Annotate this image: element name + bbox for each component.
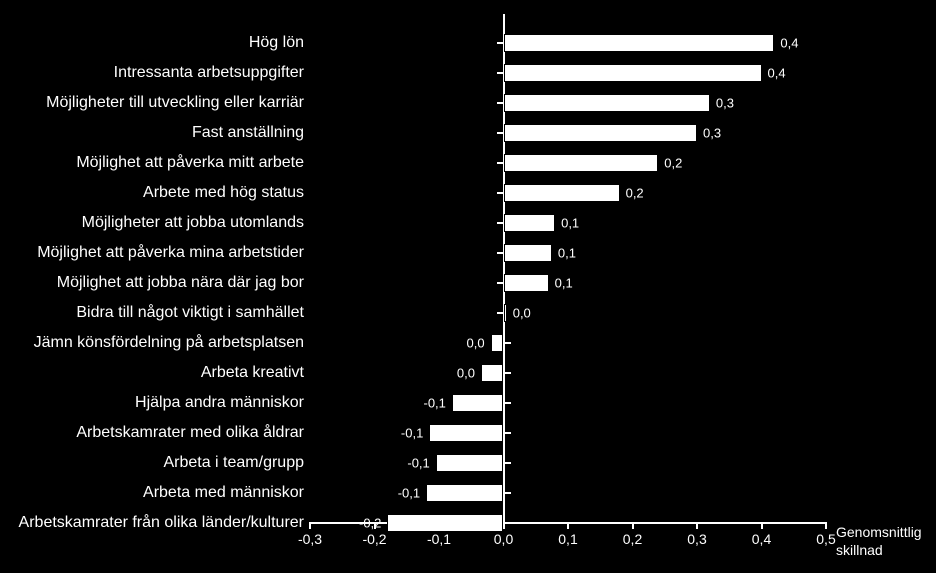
plot-area [310,14,826,522]
category-tick [504,492,511,494]
category-tick [497,282,504,284]
category-label: Arbetskamrater med olika åldrar [76,424,304,442]
value-label: -0,1 [407,456,429,471]
category-label: Arbeta med människor [143,484,304,502]
bar [504,304,507,322]
bar [504,94,710,112]
category-label: Intressanta arbetsuppgifter [114,64,304,82]
bar [504,274,549,292]
value-label: -0,2 [359,516,381,531]
bar [452,394,504,412]
x-tick-label: -0,1 [427,531,451,547]
zero-line [503,14,505,522]
bar [387,514,503,532]
category-tick [497,132,504,134]
category-label: Möjlighet att påverka mitt arbete [76,154,304,172]
x-tick [632,522,634,529]
x-axis-title-line1: Genomsnittlig [836,524,922,540]
category-label: Möjlighet att jobba nära där jag bor [57,274,304,292]
value-label: 0,2 [664,156,682,171]
x-tick-label: 0,4 [752,531,771,547]
bar [429,424,503,442]
bar [426,484,503,502]
x-tick [309,522,311,529]
category-label: Arbetskamrater från olika länder/kulture… [19,514,304,532]
bar [504,154,659,172]
value-label: -0,1 [401,426,423,441]
category-label: Bidra till något viktigt i samhället [76,304,304,322]
x-axis-title-line2: skillnad [836,542,883,558]
bar [504,124,698,142]
category-tick [497,72,504,74]
x-tick-label: 0,3 [687,531,706,547]
category-label: Fast anställning [192,124,304,142]
category-tick [497,252,504,254]
value-label: 0,1 [561,216,579,231]
category-tick [497,222,504,224]
category-label: Möjligheter att jobba utomlands [82,214,304,232]
bar [491,334,504,352]
value-label: -0,1 [424,396,446,411]
value-label: 0,1 [555,276,573,291]
x-tick [761,522,763,529]
category-tick [497,42,504,44]
bar [504,244,552,262]
x-tick-label: 0,2 [623,531,642,547]
bar [436,454,504,472]
value-label: 0,3 [716,96,734,111]
bar [504,34,775,52]
category-tick [504,522,511,524]
bar [481,364,504,382]
value-label: 0,4 [768,66,786,81]
value-label: 0,0 [457,366,475,381]
value-label: 0,2 [626,186,644,201]
value-label: 0,0 [467,336,485,351]
x-tick [825,522,827,529]
category-label: Möjligheter till utveckling eller karriä… [46,94,304,112]
value-label: -0,1 [398,486,420,501]
category-tick [504,462,511,464]
x-tick-label: -0,2 [362,531,386,547]
category-label: Arbeta kreativt [201,364,304,382]
category-label: Möjlighet att påverka mina arbetstider [37,244,304,262]
x-tick-label: 0,5 [816,531,835,547]
category-tick [497,102,504,104]
category-label: Arbete med hög status [143,184,304,202]
category-label: Arbeta i team/grupp [163,454,304,472]
diverging-bar-chart: -0,3 -0,2 -0,1 0,0 0,1 0,2 0,3 0,4 0,5Genomsnitt… [0,0,936,573]
category-tick [504,372,511,374]
value-label: 0,4 [780,36,798,51]
x-tick [567,522,569,529]
bar [504,214,556,232]
category-tick [497,192,504,194]
value-label: 0,1 [558,246,576,261]
value-label: 0,3 [703,126,721,141]
category-tick [497,162,504,164]
category-label: Hög lön [249,34,304,52]
bar [504,64,762,82]
category-label: Hjälpa andra människor [135,394,304,412]
x-tick-label: 0,1 [558,531,577,547]
x-tick-label: -0,3 [298,531,322,547]
bar [504,184,620,202]
category-label: Jämn könsfördelning på arbetsplatsen [34,334,304,352]
category-tick [504,342,511,344]
category-tick [504,432,511,434]
x-tick-label: 0,0 [494,531,513,547]
category-tick [497,312,504,314]
x-tick [696,522,698,529]
category-tick [504,402,511,404]
value-label: 0,0 [513,306,531,321]
